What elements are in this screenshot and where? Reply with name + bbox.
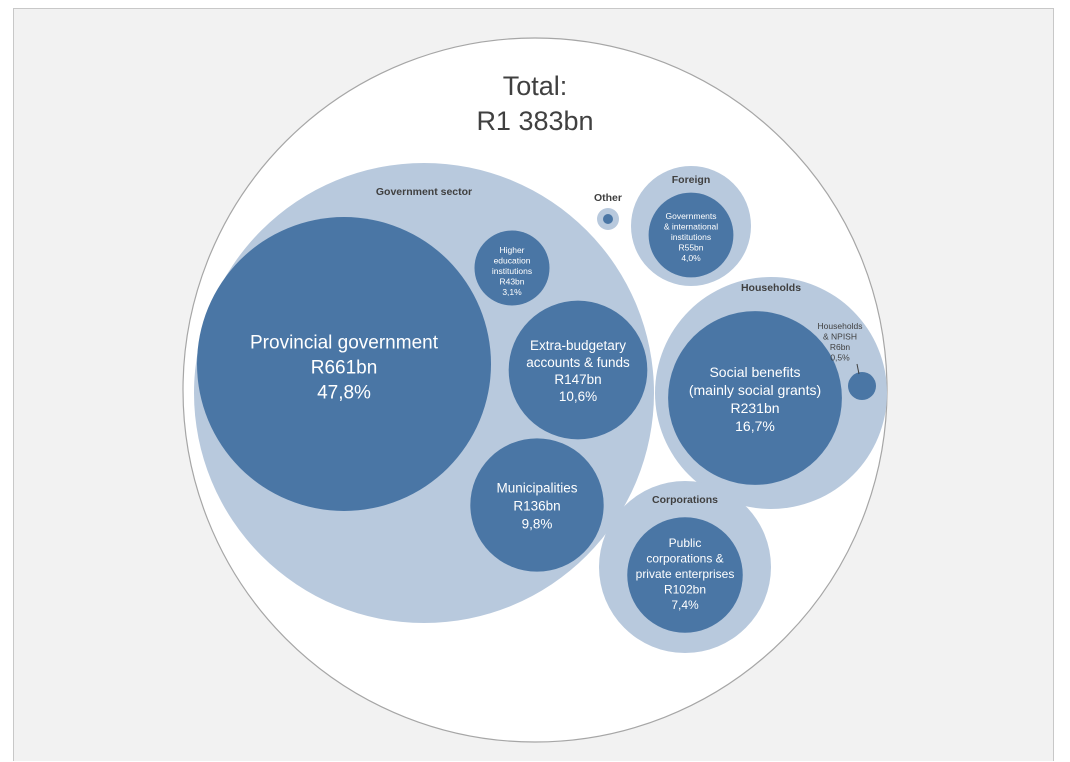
households-npish-leader-line bbox=[856, 363, 860, 375]
label-municipalities-line-2: 9,8% bbox=[522, 517, 553, 532]
label-foreign-governments-line-1: & international bbox=[664, 221, 718, 231]
label-provincial-government-line-0: Provincial government bbox=[250, 333, 439, 354]
group-label-foreign: Foreign bbox=[672, 174, 711, 186]
bubble-other bbox=[603, 214, 613, 224]
chart-panel: Total: R1 383bn Government sector Provincia… bbox=[13, 8, 1054, 761]
label-extra-budgetary-line-2: R147bn bbox=[554, 372, 601, 387]
label-households-npish-line-2: R6bn bbox=[830, 342, 851, 352]
label-higher-education-line-4: 3,1% bbox=[502, 287, 522, 297]
label-extra-budgetary-line-3: 10,6% bbox=[559, 389, 597, 404]
label-foreign-governments-line-4: 4,0% bbox=[681, 253, 701, 263]
label-public-corporations-line-4: 7,4% bbox=[671, 598, 699, 612]
bubble-foreign-governments bbox=[648, 192, 734, 278]
label-foreign-governments-line-0: Governments bbox=[665, 211, 716, 221]
label-higher-education-line-0: Higher bbox=[499, 245, 524, 255]
label-households-npish-line-0: Households bbox=[818, 321, 863, 331]
label-public-corporations-line-1: corporations & bbox=[646, 552, 723, 566]
label-households-npish-line-1: & NPISH bbox=[823, 332, 857, 342]
label-foreign-governments-line-3: R55bn bbox=[678, 242, 703, 252]
label-households-npish-line-3: 0,5% bbox=[830, 353, 850, 363]
group-label-corporations: Corporations bbox=[652, 494, 718, 506]
label-public-corporations-line-0: Public bbox=[669, 536, 702, 550]
label-foreign-governments-line-2: institutions bbox=[671, 232, 711, 242]
bubble-municipalities bbox=[470, 438, 604, 572]
label-municipalities-line-1: R136bn bbox=[513, 499, 560, 514]
label-social-benefits-line-1: (mainly social grants) bbox=[689, 382, 821, 398]
label-higher-education-line-1: education bbox=[494, 255, 531, 265]
label-provincial-government-line-1: R661bn bbox=[311, 358, 378, 379]
label-higher-education-line-2: institutions bbox=[492, 266, 532, 276]
label-extra-budgetary-line-0: Extra-budgetary bbox=[530, 338, 626, 353]
label-public-corporations-line-2: private enterprises bbox=[636, 567, 735, 581]
bubble-extra-budgetary bbox=[508, 300, 648, 440]
bubble-social-benefits bbox=[668, 311, 842, 485]
label-public-corporations-line-3: R102bn bbox=[664, 583, 706, 597]
bubble-provincial-government bbox=[197, 217, 491, 511]
bubble-higher-education bbox=[474, 230, 550, 306]
label-provincial-government-line-2: 47,8% bbox=[317, 383, 371, 404]
bubble-public-corporations bbox=[627, 517, 743, 633]
label-higher-education-line-3: R43bn bbox=[499, 276, 524, 286]
label-extra-budgetary-line-1: accounts & funds bbox=[526, 355, 630, 370]
label-municipalities-line-0: Municipalities bbox=[496, 481, 577, 496]
label-social-benefits-line-3: 16,7% bbox=[735, 418, 775, 434]
bubble-chart: Total: R1 383bn Government sector Provincia… bbox=[182, 37, 888, 743]
bubble-households-npish bbox=[847, 371, 877, 401]
group-label-other: Other bbox=[594, 192, 622, 204]
label-social-benefits-line-0: Social benefits bbox=[709, 364, 800, 380]
total-label: Total: bbox=[503, 71, 568, 101]
group-label-households: Households bbox=[741, 282, 801, 294]
label-social-benefits-line-2: R231bn bbox=[730, 400, 779, 416]
total-value: R1 383bn bbox=[476, 106, 593, 136]
group-label-government-sector: Government sector bbox=[376, 186, 472, 198]
